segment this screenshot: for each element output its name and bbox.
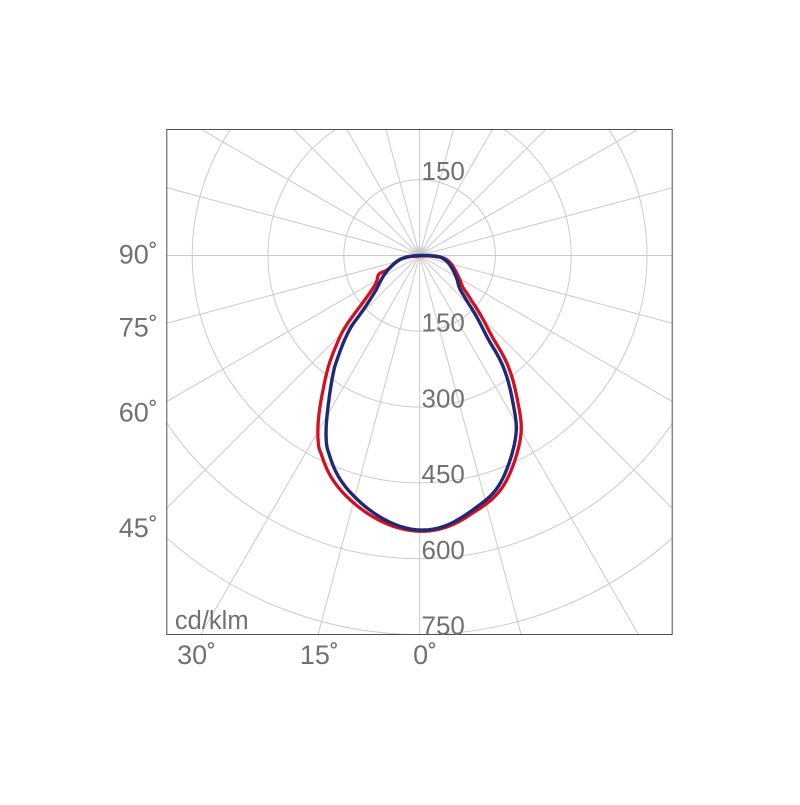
svg-text:15˚: 15˚	[300, 640, 339, 670]
svg-text:450: 450	[422, 459, 465, 489]
svg-text:30˚: 30˚	[177, 640, 216, 670]
svg-text:750: 750	[422, 611, 465, 641]
svg-text:90˚: 90˚	[119, 239, 158, 269]
svg-text:150: 150	[422, 156, 465, 186]
svg-text:300: 300	[422, 383, 465, 413]
svg-text:cd/klm: cd/klm	[175, 607, 249, 635]
svg-text:75˚: 75˚	[119, 312, 158, 342]
svg-text:150: 150	[422, 308, 465, 338]
svg-text:45˚: 45˚	[119, 513, 158, 543]
svg-text:600: 600	[422, 535, 465, 565]
svg-text:0˚: 0˚	[413, 640, 437, 670]
svg-text:60˚: 60˚	[119, 398, 158, 428]
